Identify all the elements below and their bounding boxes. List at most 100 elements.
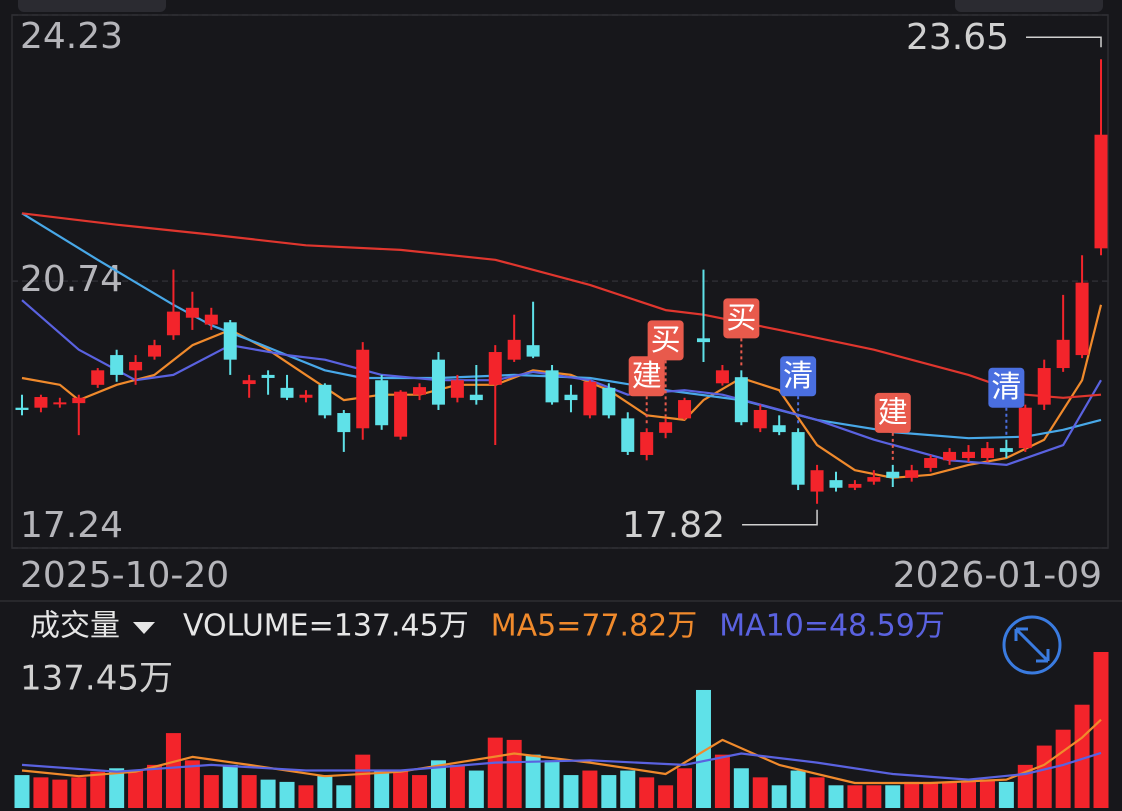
candle-body — [34, 397, 48, 408]
candle-body — [886, 471, 900, 478]
volume-bar — [563, 775, 579, 808]
volume-bar — [979, 779, 995, 808]
candle-body — [545, 370, 559, 403]
candle-body — [507, 339, 521, 360]
volume-bar — [733, 768, 749, 808]
volume-bar — [923, 781, 939, 808]
y-tick-label: 17.24 — [20, 505, 123, 546]
volume-bar — [601, 775, 617, 808]
candle-body — [678, 400, 692, 419]
candle-body — [15, 407, 29, 410]
signal-tag — [628, 356, 665, 397]
signal-label: 买 — [651, 323, 681, 358]
volume-bar — [771, 785, 787, 808]
x-tick-label: 2025-10-20 — [20, 555, 229, 596]
zoom-icon-arrows[interactable] — [1014, 627, 1050, 663]
signal-label: 建 — [632, 359, 662, 394]
candle-body — [943, 451, 957, 461]
candle-body — [469, 394, 483, 401]
volume-bar — [1055, 729, 1071, 808]
candle-body — [772, 425, 786, 433]
volume-bar — [468, 770, 484, 808]
candle-body — [564, 394, 578, 401]
signal-tag — [780, 356, 817, 397]
candle-body — [1018, 407, 1032, 449]
signal-tag — [647, 320, 684, 361]
volume-bar — [961, 781, 976, 808]
zoom-icon[interactable] — [1002, 615, 1062, 675]
tab-button[interactable] — [18, 0, 166, 12]
candle-body — [450, 380, 464, 398]
ma-line — [21, 718, 1102, 785]
volume-bar — [582, 770, 598, 808]
volume-bar — [298, 785, 314, 808]
ma-line — [21, 299, 1102, 466]
candle-body — [280, 387, 294, 398]
signal-tag — [874, 392, 911, 433]
candle-body — [867, 477, 881, 482]
candle-body — [962, 451, 975, 459]
candle-body — [394, 391, 408, 437]
candle-body — [753, 409, 767, 429]
candle-body — [905, 470, 919, 478]
volume-title[interactable]: 成交量 — [30, 609, 120, 644]
signal-tag — [988, 367, 1025, 408]
dropdown-arrow[interactable] — [133, 622, 155, 634]
volume-bar — [506, 739, 522, 808]
signal-tag — [723, 298, 760, 339]
candle-body — [602, 387, 616, 416]
signal-label: 建 — [878, 395, 908, 430]
max-label: 23.65 — [906, 17, 1009, 58]
volume-bar — [639, 777, 655, 808]
candle-body — [621, 418, 635, 452]
ma-line — [21, 304, 1103, 479]
volume-bar — [241, 775, 257, 808]
volume-bar — [885, 785, 901, 808]
candle-body — [261, 374, 275, 378]
candle-body — [356, 349, 370, 429]
y-tick-label: 20.74 — [20, 259, 123, 300]
signal-label: 清 — [991, 370, 1021, 405]
candle-body — [318, 384, 332, 416]
volume-bar — [904, 781, 920, 808]
volume-bar — [1017, 764, 1033, 808]
candle-body — [583, 381, 597, 416]
candle-body — [337, 413, 351, 433]
candle-body — [204, 314, 218, 325]
volume-bar — [184, 760, 200, 808]
ma-line — [21, 751, 1102, 781]
volume-bar — [714, 754, 730, 808]
volume-bar — [847, 785, 863, 808]
volume-bar — [809, 777, 825, 808]
volume-bar — [544, 760, 560, 808]
min-pointer — [742, 509, 818, 526]
signal-label: 买 — [726, 301, 756, 336]
volume-bar — [222, 764, 238, 808]
volume-bar — [90, 771, 106, 808]
option-button[interactable] — [955, 0, 1103, 12]
volume-bar — [71, 777, 87, 808]
volume-bar — [393, 770, 409, 808]
volume-bar — [109, 768, 125, 808]
volume-bar — [165, 733, 181, 808]
candle-body — [72, 397, 86, 404]
candle-body — [129, 361, 143, 371]
volume-bar — [203, 775, 219, 808]
candle-body — [53, 402, 67, 405]
legend-entry: MA5=77.82万 — [491, 609, 698, 644]
candle-body — [299, 394, 313, 398]
volume-bar — [147, 764, 163, 808]
volume-bar — [790, 770, 806, 808]
candle-body — [640, 432, 654, 455]
zoom-icon-circle[interactable] — [1002, 615, 1062, 675]
candle-body — [223, 322, 237, 360]
volume-bar — [336, 785, 352, 808]
candle-body — [1094, 134, 1108, 249]
candle-body — [91, 370, 105, 385]
x-tick-label: 2026-01-09 — [893, 555, 1102, 596]
volume-bar — [677, 768, 693, 808]
candle-body — [242, 380, 256, 385]
candle-body — [185, 307, 199, 318]
